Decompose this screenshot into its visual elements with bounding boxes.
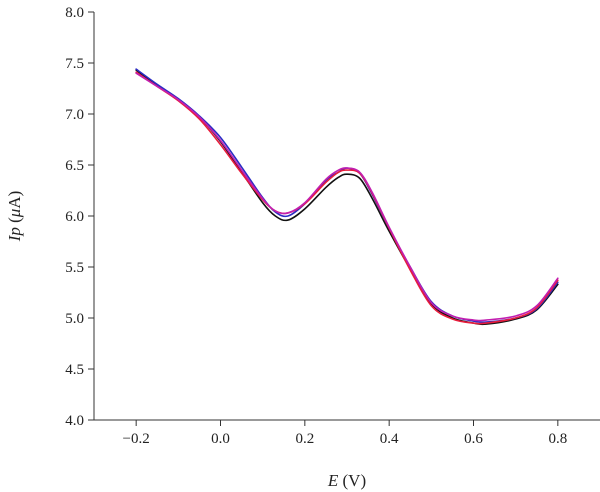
- x-axis-title: E (V): [327, 471, 366, 490]
- series-line-1: [135, 69, 559, 326]
- y-axis-title: Ip (μA): [5, 191, 24, 243]
- x-tick-label: −0.2: [123, 431, 150, 447]
- y-tick-label: 6.5: [65, 158, 84, 174]
- y-tick-label: 5.5: [65, 260, 84, 276]
- axes: 4.0 4.5 5.0 5.5 6.0 6.5 7.0 7.5 8.0 −0.2 0.0 0.2 0.4…: [65, 5, 600, 447]
- series-line-3: [135, 71, 559, 325]
- x-tick-label: 0.2: [295, 431, 314, 447]
- y-tick-label: 5.0: [65, 311, 84, 327]
- x-tick-label: 0.0: [211, 431, 230, 447]
- y-tick-label: 4.0: [65, 413, 84, 429]
- y-tick-label: 7.0: [65, 107, 84, 123]
- y-tick-label: 8.0: [65, 5, 84, 21]
- y-tick-label: 7.5: [65, 56, 84, 72]
- x-tick-label: 0.4: [380, 431, 399, 447]
- x-tick-label: 0.8: [548, 431, 567, 447]
- plot-area: [135, 68, 559, 326]
- y-tick-label: 4.5: [65, 362, 84, 378]
- series-line-2: [135, 68, 559, 324]
- x-tick-label: 0.6: [464, 431, 483, 447]
- y-tick-label: 6.0: [65, 209, 84, 225]
- series-line-4: [135, 72, 559, 322]
